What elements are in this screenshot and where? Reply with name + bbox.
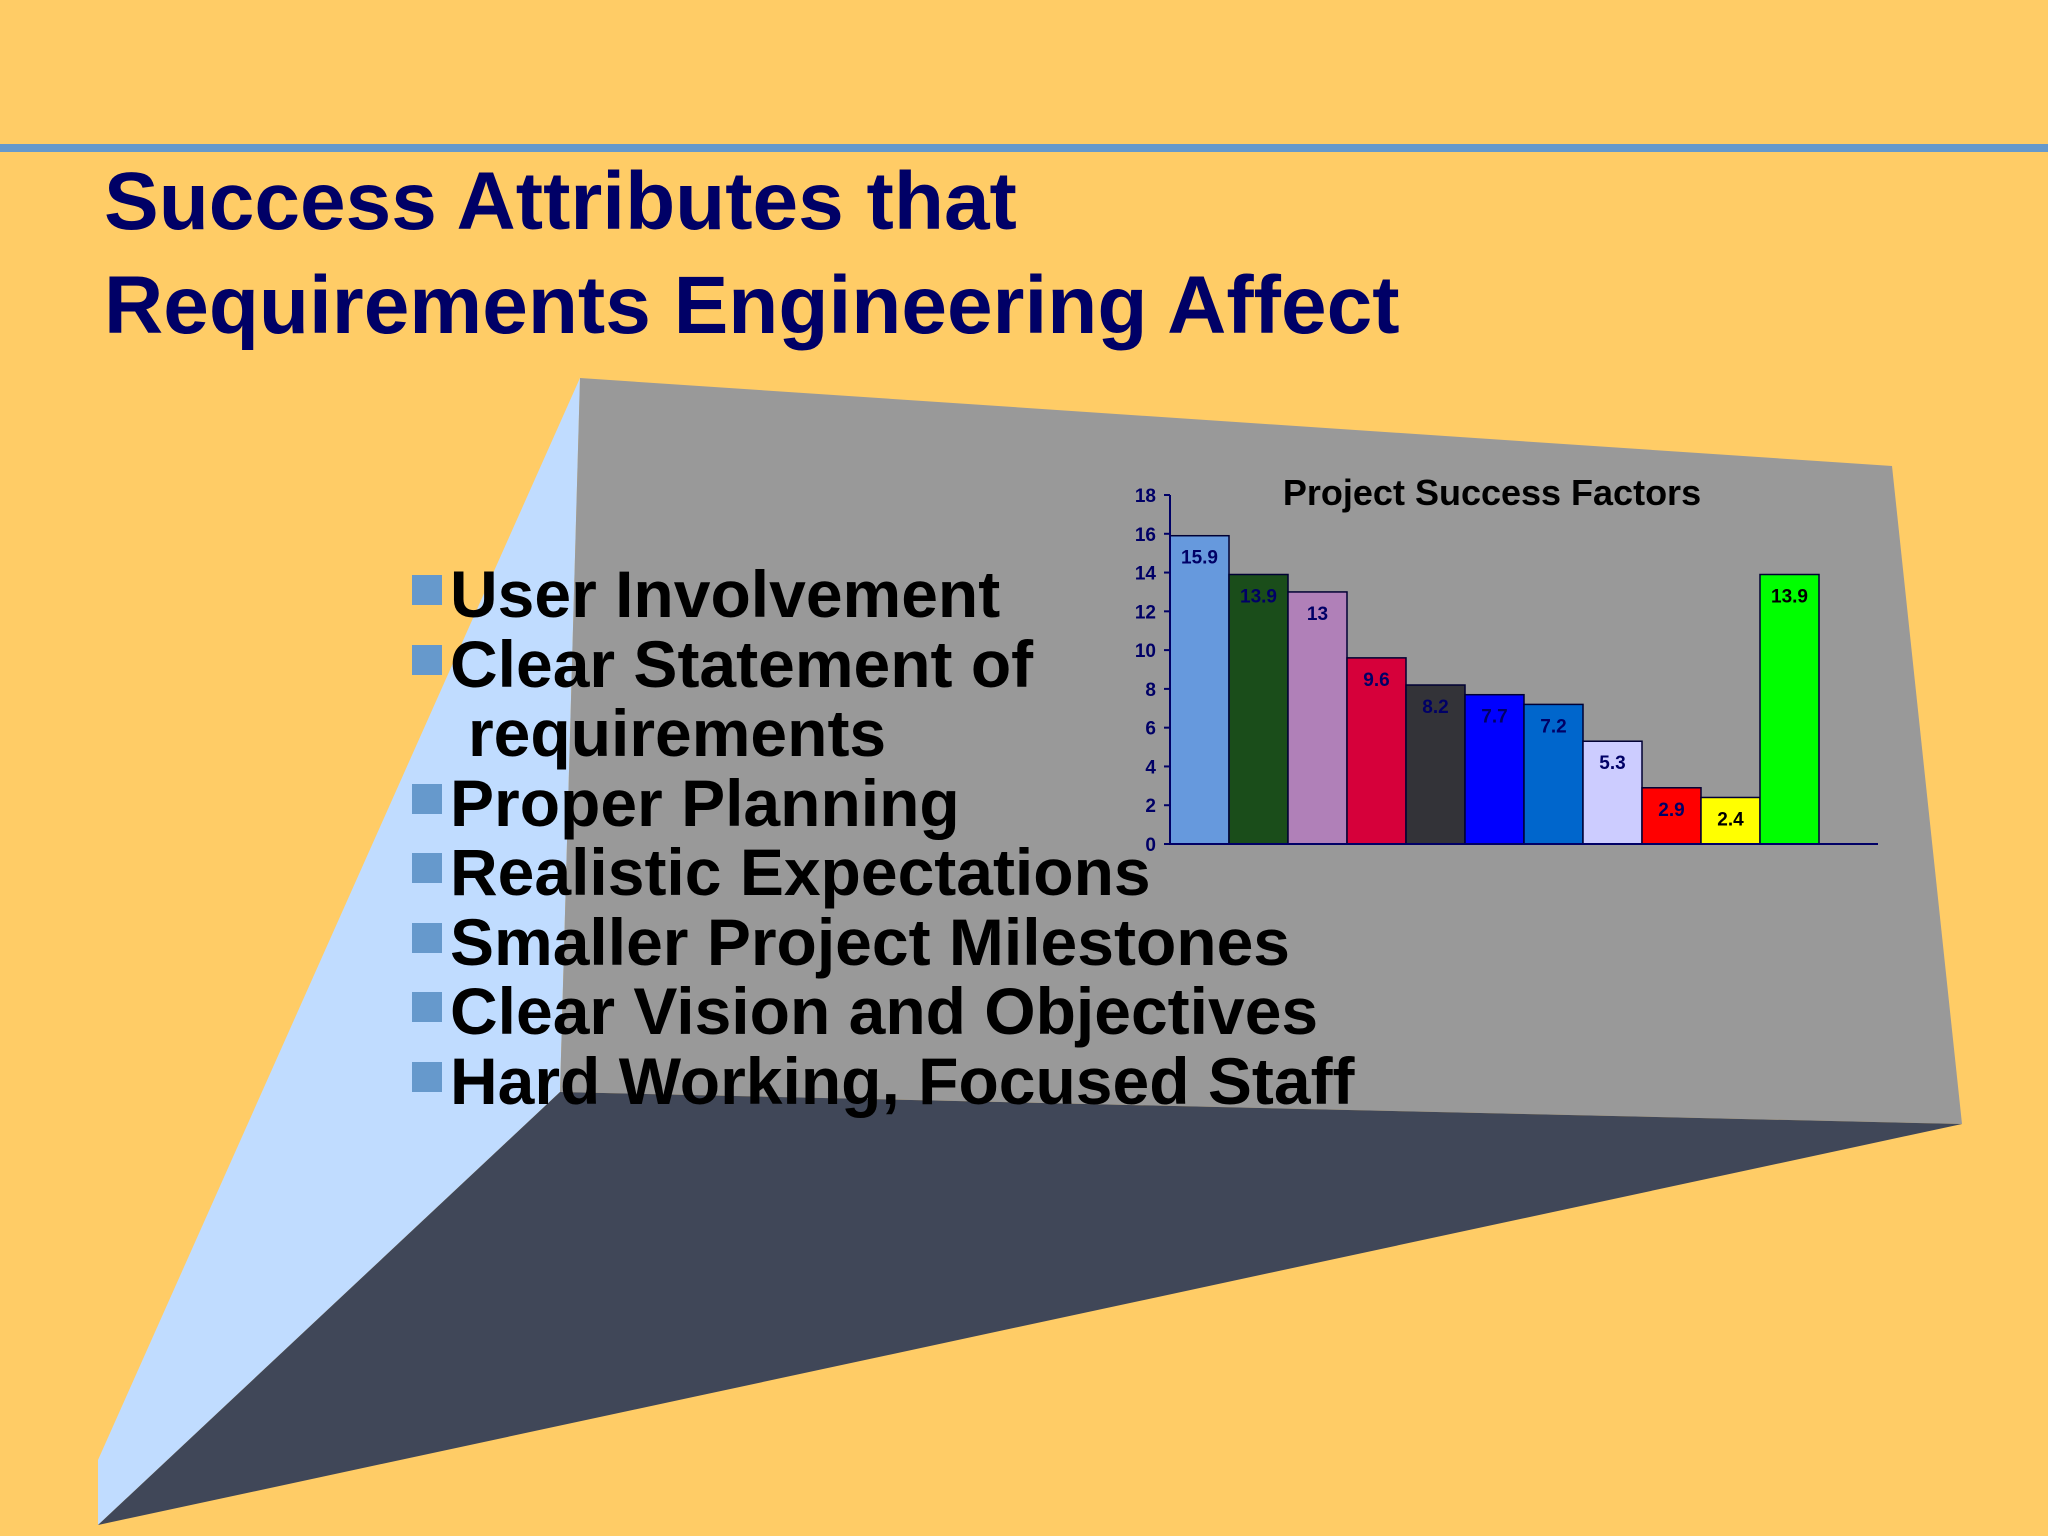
data-label: 8.2 <box>1422 697 1448 718</box>
y-tick-label: 18 <box>1135 486 1156 507</box>
bullet-text: Clear Statement of <box>450 626 1034 701</box>
data-label: 5.3 <box>1599 753 1625 774</box>
title-line-1: Success Attributes that <box>104 156 1017 247</box>
bar <box>1464 693 1525 845</box>
bullet-square-icon <box>412 644 442 675</box>
panel-floor <box>98 1092 1962 1525</box>
project-success-chart: Project Success Factors 024681012141618 … <box>1135 472 1878 856</box>
bullet-realistic-expectations: Realistic Expectations <box>412 835 1355 909</box>
y-tick-label: 2 <box>1145 796 1156 817</box>
bullet-hard-working-staff: Hard Working, Focused Staff <box>412 1043 1355 1118</box>
y-tick-label: 16 <box>1135 525 1156 546</box>
bar <box>1523 703 1584 845</box>
bar <box>1405 684 1466 845</box>
bullet-square-icon <box>412 1061 442 1092</box>
data-label: 13.9 <box>1240 586 1277 607</box>
bullet-square-icon <box>412 922 442 953</box>
data-label: 9.6 <box>1363 670 1389 691</box>
y-tick-label: 12 <box>1135 602 1156 623</box>
data-label: 15.9 <box>1181 548 1218 569</box>
bullet-text: Smaller Project Milestones <box>450 904 1290 979</box>
y-tick-label: 8 <box>1145 680 1156 701</box>
bullet-text: Realistic Expectations <box>450 835 1151 909</box>
data-label: 7.7 <box>1481 707 1507 728</box>
data-label: 7.2 <box>1540 716 1566 737</box>
y-tick-label: 4 <box>1145 757 1156 778</box>
bullet-proper-planning: Proper Planning <box>412 765 1355 840</box>
panel-left-wall <box>98 378 580 1525</box>
bullet-text: requirements <box>468 696 887 770</box>
bullet-clear-vision: Clear Vision and Objectives <box>412 974 1355 1048</box>
bullet-text: Clear Vision and Objectives <box>450 974 1319 1048</box>
bullet-square-icon <box>412 853 442 883</box>
y-tick-label: 14 <box>1135 564 1157 585</box>
bullet-text: User Involvement <box>450 557 1001 631</box>
title-rule <box>0 144 2048 152</box>
bullet-smaller-milestones: Smaller Project Milestones <box>412 904 1355 979</box>
bullet-user-involvement: User Involvement <box>412 557 1355 631</box>
bullet-text: Hard Working, Focused Staff <box>450 1043 1355 1118</box>
data-label: 13 <box>1307 604 1328 625</box>
bullet-square-icon <box>412 575 442 605</box>
bar <box>1169 534 1230 845</box>
chart-title: Project Success Factors <box>1283 472 1701 513</box>
y-tick-label: 6 <box>1145 719 1156 740</box>
bullet-square-icon <box>412 783 442 814</box>
bar <box>1346 657 1407 845</box>
y-tick-label: 0 <box>1145 835 1156 856</box>
bar <box>1287 591 1348 845</box>
bullet-text: Proper Planning <box>450 765 960 840</box>
bar <box>1582 740 1643 845</box>
bar <box>1641 787 1702 845</box>
bullet-clear-statement-continuation: requirements <box>412 696 1355 770</box>
success-attribute-list: User Involvement Clear Statement of requ… <box>412 557 1355 1118</box>
bullet-clear-statement: Clear Statement of <box>412 626 1355 701</box>
data-label: 2.4 <box>1717 809 1744 830</box>
bar <box>1228 573 1289 845</box>
data-label: 13.9 <box>1771 586 1808 607</box>
y-tick-label: 10 <box>1135 641 1156 662</box>
bullet-square-icon <box>412 992 442 1022</box>
slide-title: Success Attributes that Requirements Eng… <box>104 150 1400 358</box>
title-line-2: Requirements Engineering Affect <box>104 260 1400 351</box>
bar <box>1759 573 1820 845</box>
data-label: 2.9 <box>1658 800 1684 821</box>
